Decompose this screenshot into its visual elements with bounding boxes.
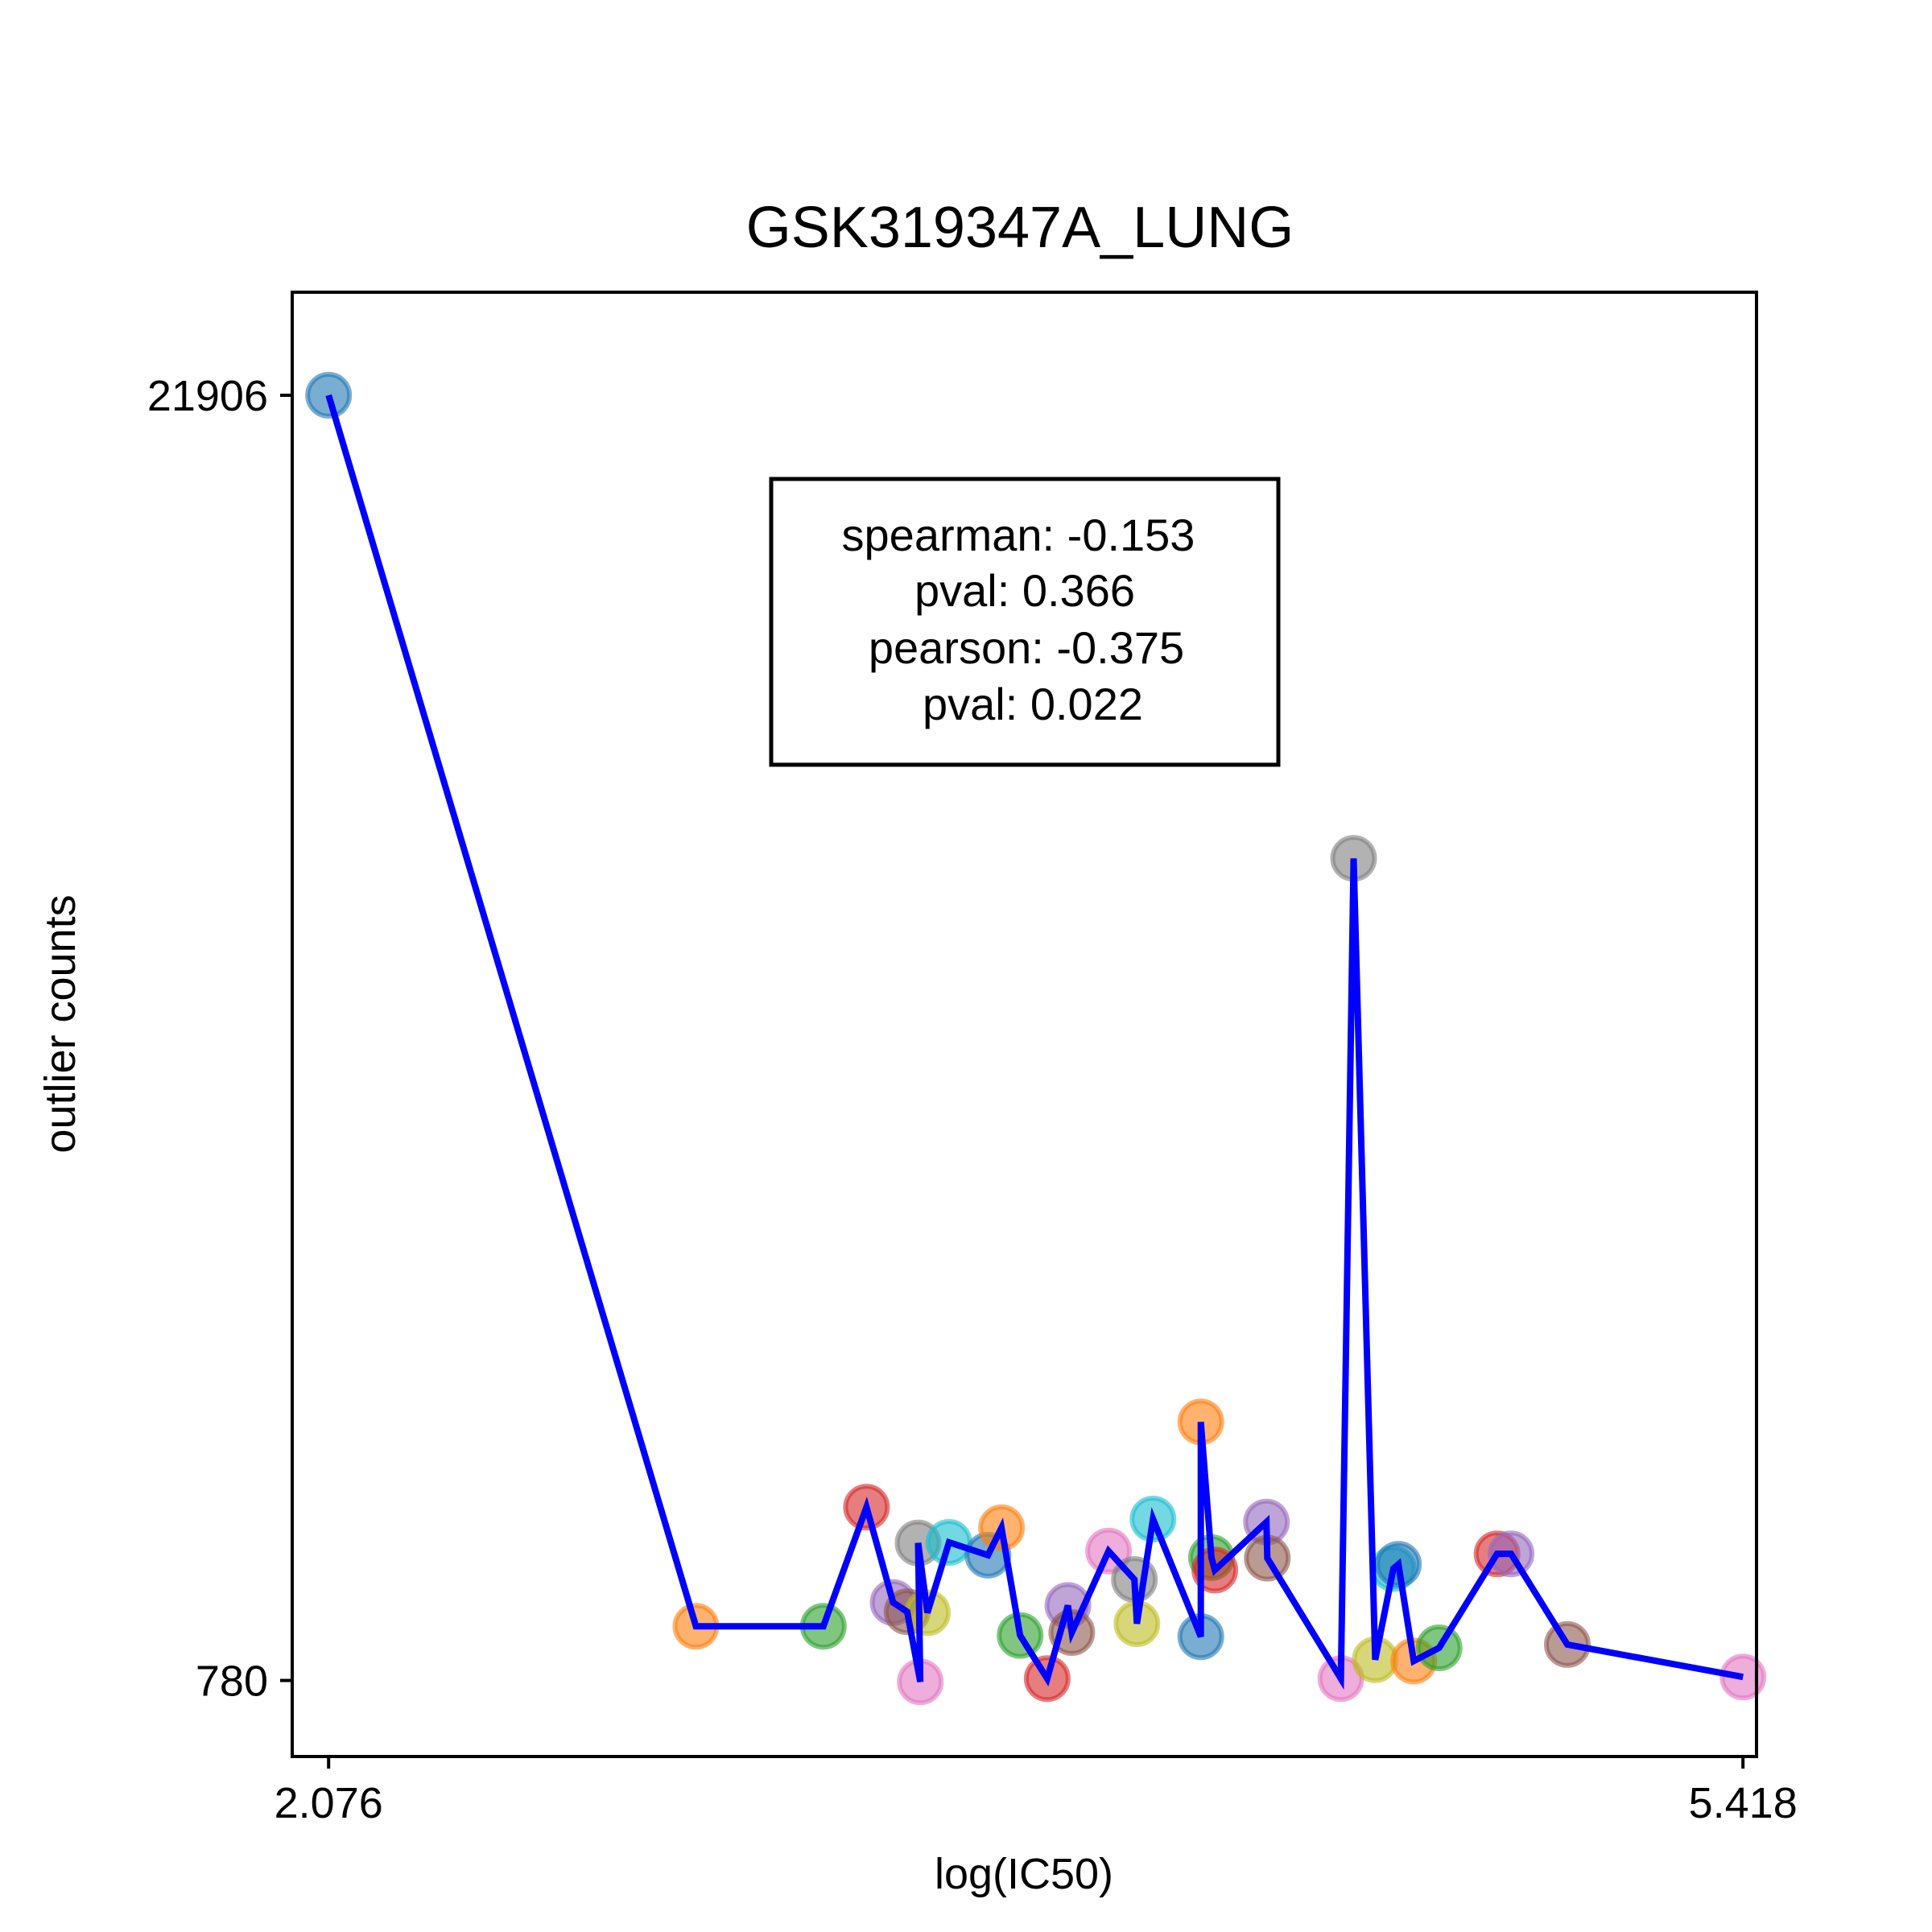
x-axis-label: log(IC50) xyxy=(935,1850,1113,1898)
stats-spearman: spearman: -0.153 xyxy=(842,510,1195,560)
stats-spearman-pval: pval: 0.366 xyxy=(914,565,1135,616)
x-tick-label-2: 5.418 xyxy=(1689,1779,1798,1827)
stats-pearson-pval: pval: 0.022 xyxy=(923,679,1143,729)
y-axis-ticks: 780 21906 xyxy=(147,372,292,1706)
y-axis-label: outlier counts xyxy=(36,894,85,1153)
chart-title: GSK319347A_LUNG xyxy=(746,196,1294,260)
stats-pearson: pearson: -0.375 xyxy=(869,622,1184,673)
y-tick-label-1: 780 xyxy=(196,1657,268,1706)
stats-box-frame xyxy=(769,477,1281,767)
x-tick-label-1: 2.076 xyxy=(275,1779,383,1827)
stats-box: spearman: -0.153 pval: 0.366 pearson: -0… xyxy=(769,477,1281,767)
plot-frame xyxy=(291,291,1758,1758)
series-line xyxy=(325,394,1744,1690)
y-tick-label-2: 21906 xyxy=(147,372,268,420)
x-axis-ticks: 2.076 5.418 xyxy=(275,1757,1798,1827)
